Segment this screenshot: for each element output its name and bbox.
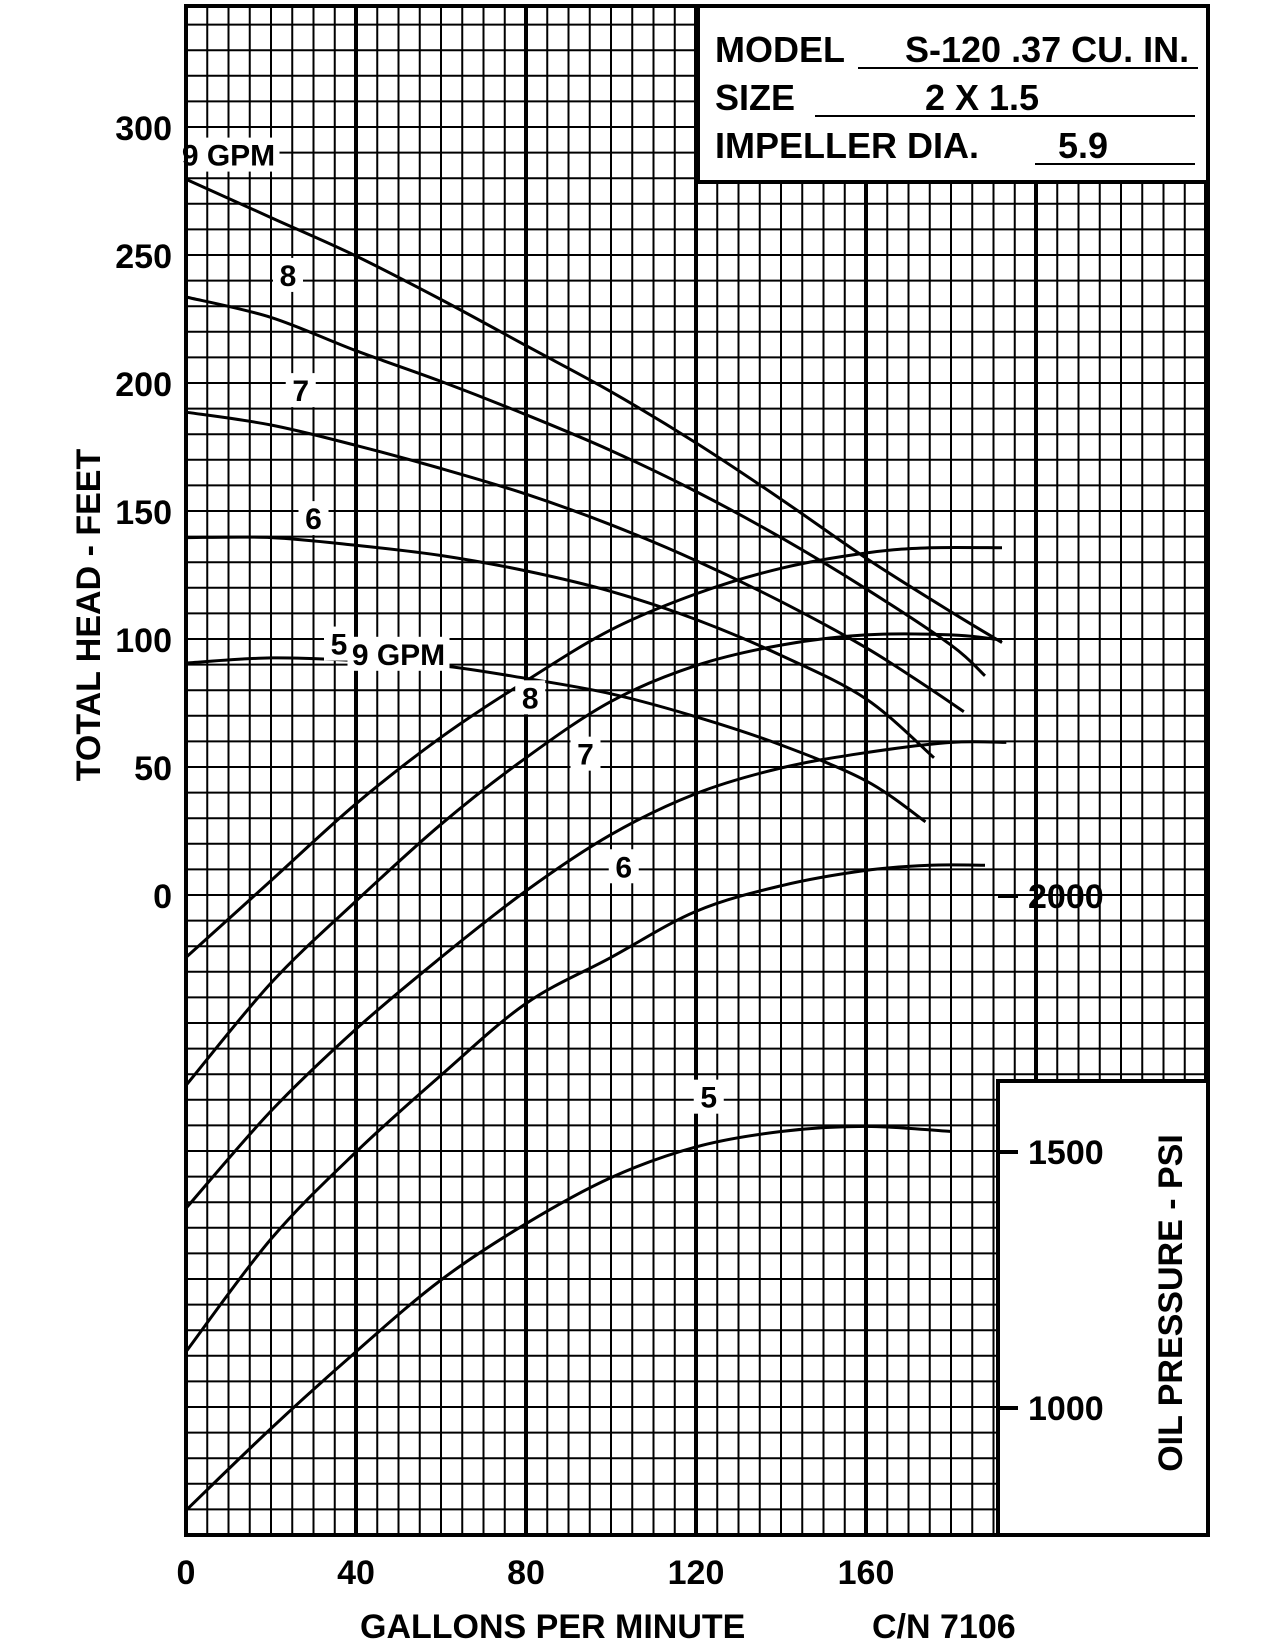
pressure-curve-8	[184, 632, 1003, 1087]
pressure-curve-label: 6	[615, 851, 632, 884]
head-curve-8	[185, 295, 987, 677]
head-curve-9	[185, 177, 1003, 644]
gpm-axis-title: GALLONS PER MINUTE	[360, 1608, 745, 1646]
pressure-curve-label-bg	[347, 636, 450, 671]
head-curve-label: 6	[305, 503, 322, 536]
head-curve-label: 7	[292, 375, 309, 408]
info-box-frame	[696, 4, 1210, 184]
pressure-curve-label: 9 GPM	[352, 639, 445, 672]
head-tick-label: 250	[115, 238, 172, 276]
gpm-tick-label: 0	[177, 1554, 196, 1592]
head-curve-7	[185, 410, 965, 713]
pressure-curve-9	[184, 545, 1003, 959]
size-value: 2 X 1.5	[925, 77, 1039, 118]
head-curve-5	[185, 656, 927, 824]
pressure-tick-label: 2000	[1028, 878, 1104, 916]
pressure-curve-6	[184, 863, 986, 1353]
head-tick-label: 300	[115, 110, 172, 148]
gpm-tick-label: 160	[838, 1554, 895, 1592]
head-curve-label-bg	[177, 137, 280, 172]
head-curve-6	[185, 535, 935, 759]
chart-curves	[184, 177, 1007, 1512]
pressure-tick-label: 1000	[1028, 1390, 1104, 1428]
head-curve-label-bg	[285, 373, 316, 408]
head-axis-title: TOTAL HEAD - FEET	[70, 449, 108, 782]
head-curve-label: 5	[331, 629, 348, 662]
pressure-tick-label: 1500	[1028, 1134, 1104, 1172]
plot-frame	[184, 4, 1210, 1537]
pressure-curve-label-bg	[693, 1079, 724, 1114]
pressure-axis-box	[996, 1079, 1210, 1537]
head-curve-label-bg	[298, 501, 329, 536]
head-tick-label: 50	[134, 750, 172, 788]
gpm-tick-label: 40	[337, 1554, 375, 1592]
chart-code: C/N 7106	[872, 1608, 1016, 1646]
head-curve-label-bg	[273, 257, 303, 292]
pressure-curve-label: 5	[700, 1082, 717, 1115]
pressure-curve-label: 8	[522, 682, 539, 715]
pressure-curve-label-bg	[608, 849, 639, 884]
pressure-curve-label: 7	[577, 739, 594, 772]
gpm-tick-label: 80	[507, 1554, 545, 1592]
head-axis-ticks: 0 50 100 150 200 250 300	[115, 110, 172, 916]
model-label: MODEL	[715, 29, 845, 70]
size-label: SIZE	[715, 77, 795, 118]
pressure-axis-ticks: 1000 1500 2000	[998, 878, 1104, 1428]
gpm-axis-ticks: 0 40 80 120 160	[177, 1554, 895, 1592]
model-info-box: MODEL S-120 .37 CU. IN. SIZE 2 X 1.5 IMP…	[696, 4, 1210, 184]
head-tick-label: 150	[115, 494, 172, 532]
pressure-curve-7	[184, 740, 1007, 1210]
impeller-value: 5.9	[1058, 125, 1108, 166]
pressure-curve-label-bg	[515, 680, 546, 715]
head-tick-label: 0	[153, 878, 172, 916]
pressure-curve-label-bg	[570, 736, 601, 771]
head-tick-label: 100	[115, 622, 172, 660]
head-curve-label: 9 GPM	[182, 140, 275, 173]
pressure-axis-title: OIL PRESSURE - PSI	[1152, 1134, 1190, 1472]
head-curve-label: 8	[280, 260, 297, 293]
pressure-curve-5	[184, 1124, 952, 1512]
model-value: S-120 .37 CU. IN.	[905, 29, 1189, 70]
impeller-label: IMPELLER DIA.	[715, 125, 979, 166]
gpm-tick-label: 120	[668, 1554, 725, 1592]
head-tick-label: 200	[115, 366, 172, 404]
